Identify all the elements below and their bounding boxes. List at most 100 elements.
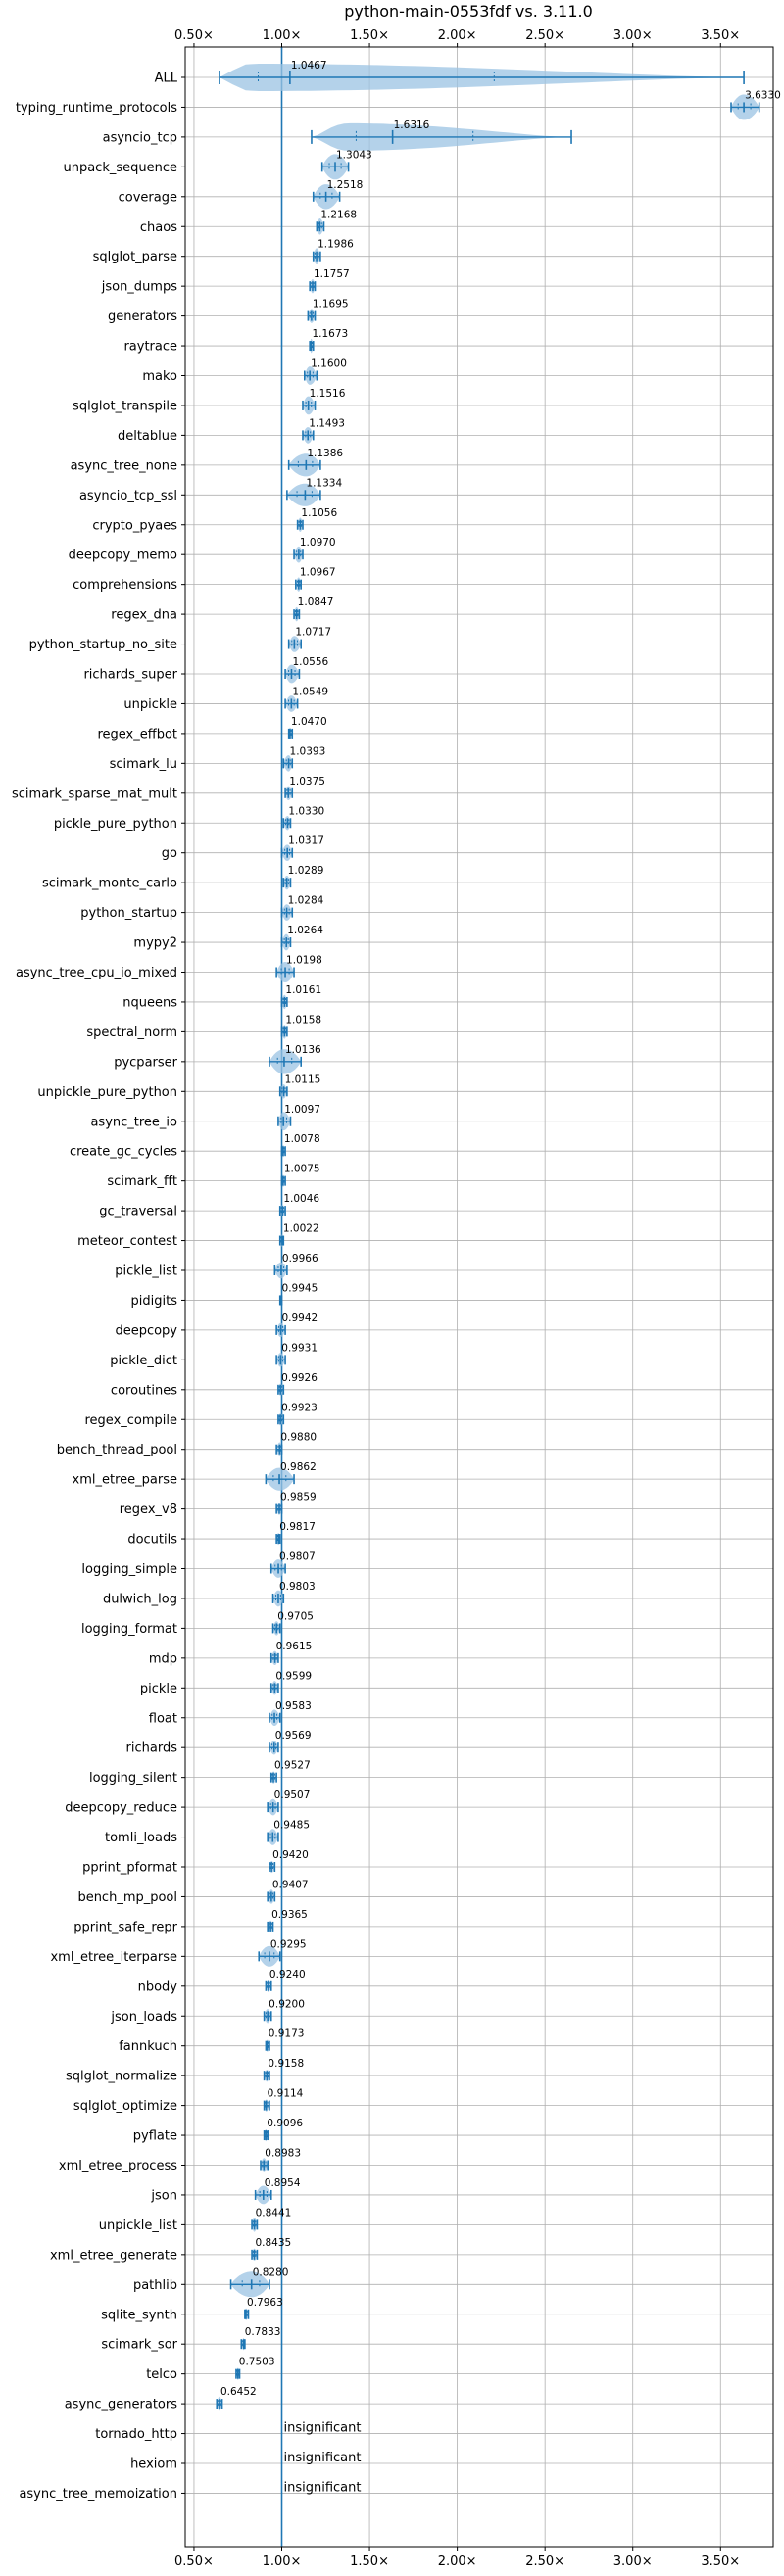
x-tick-label-top: 0.50× [174,28,214,43]
x-tick-label-top: 1.00× [263,28,302,43]
category-label: float [149,1711,177,1726]
category-label: mypy2 [133,936,177,951]
value-label: 1.6316 [394,119,430,131]
value-label: 0.9485 [273,1820,310,1832]
plot-frame [184,46,774,2548]
category-label: comprehensions [73,578,177,593]
value-label: 1.0078 [284,1133,320,1145]
category-label: coverage [119,190,177,205]
x-tick-label-top: 2.50× [525,28,564,43]
category-label: go [162,846,177,861]
value-label: 0.9862 [280,1461,317,1473]
value-label: 0.9942 [281,1312,318,1324]
value-label: 0.9096 [267,2118,303,2129]
insignificant-label: insignificant [284,2451,362,2465]
value-label: 1.0847 [298,596,334,608]
category-label: sqlglot_normalize [66,2070,177,2084]
value-label: 0.9420 [272,1849,309,1861]
value-label: 0.6452 [220,2386,257,2398]
value-label: 0.9705 [277,1610,314,1622]
category-label: pickle_pure_python [54,817,177,832]
value-label: 1.0158 [285,1014,321,1026]
category-label: asyncio_tcp_ssl [79,489,177,503]
category-label: regex_effbot [97,727,177,741]
category-label: pathlib [133,2278,177,2293]
value-label: 1.0317 [288,835,324,847]
value-label: 1.0970 [300,537,336,549]
x-tick-label-top: 2.00× [438,28,477,43]
category-label: scimark_fft [107,1174,177,1189]
category-label: dulwich_log [103,1592,177,1606]
category-label: scimark_monte_carlo [42,877,177,891]
x-tick-label-bottom: 3.50× [701,2554,740,2569]
value-label: 1.2168 [320,209,357,220]
category-label: json [150,2188,177,2203]
value-label: 0.8280 [253,2266,289,2278]
category-label: xml_etree_process [59,2159,177,2173]
category-label: pickle_list [115,1264,177,1279]
value-label: 1.3043 [336,149,372,161]
value-label: 1.0264 [287,925,323,936]
category-label: hexiom [130,2457,177,2472]
value-label: 1.0717 [295,627,331,639]
value-label: 1.0467 [291,60,327,72]
x-tick-label-bottom: 2.00× [438,2554,477,2569]
category-label: scimark_sparse_mat_mult [12,787,177,801]
category-label: unpickle [123,697,177,712]
grid-layer [185,47,773,2547]
category-label: scimark_lu [110,757,177,772]
value-label: 0.9923 [281,1402,318,1413]
value-label: 1.0075 [284,1164,320,1175]
x-tick-label-bottom: 1.50× [350,2554,389,2569]
value-label: 1.0284 [288,895,324,907]
value-label: 0.9173 [269,2028,305,2040]
category-label: sqlglot_parse [93,250,177,264]
category-label: async_tree_memoization [19,2487,177,2502]
value-label: 0.9859 [280,1492,317,1503]
x-tick-label-bottom: 1.00× [263,2554,302,2569]
category-label: tornado_http [95,2427,177,2442]
value-label: 0.9365 [271,1909,308,1921]
category-label: pprint_safe_repr [74,1920,177,1934]
x-tick-label-top: 1.50× [350,28,389,43]
category-label: generators [108,310,177,324]
value-label: 1.0022 [283,1223,319,1235]
category-label: ALL [155,72,178,86]
value-label: 1.1757 [314,268,350,280]
category-label: nqueens [122,995,177,1010]
category-label: regex_v8 [120,1503,177,1517]
value-label: 0.9807 [279,1551,316,1563]
value-label: 0.9615 [276,1641,313,1652]
x-tick-label-top: 3.50× [701,28,740,43]
category-label: unpickle_pure_python [37,1085,177,1100]
value-label: 0.9158 [268,2058,304,2070]
category-label: regex_dna [111,608,177,623]
value-label: 1.0198 [286,955,322,967]
value-label: 0.8435 [255,2237,291,2249]
x-tick-label-bottom: 0.50× [174,2554,214,2569]
category-label: pickle_dict [110,1354,177,1368]
category-label: deepcopy_memo [69,549,177,563]
insignificant-label: insignificant [284,2480,362,2495]
category-label: pickle [140,1682,177,1696]
value-label: 1.1334 [306,477,342,489]
category-label: json_loads [110,2010,177,2025]
value-label: 1.0161 [285,984,321,996]
value-label: 0.8983 [265,2148,301,2160]
category-label: sqlglot_optimize [74,2099,177,2114]
value-label: 0.9569 [275,1730,312,1741]
value-label: 1.0097 [284,1104,320,1116]
value-label: 0.9926 [281,1372,318,1384]
category-label: tomli_loads [105,1831,177,1845]
value-label: 0.9966 [282,1253,318,1264]
category-label: async_tree_io [90,1115,177,1129]
axis-layer [181,43,774,2551]
x-tick-label-bottom: 3.00× [613,2554,653,2569]
x-tick-label-top: 3.00× [613,28,653,43]
value-label: 0.9945 [282,1282,318,1294]
category-label: deltablue [118,429,177,444]
category-label: deepcopy_reduce [65,1801,177,1816]
category-label: raytrace [123,340,177,355]
category-label: crypto_pyaes [92,518,177,533]
